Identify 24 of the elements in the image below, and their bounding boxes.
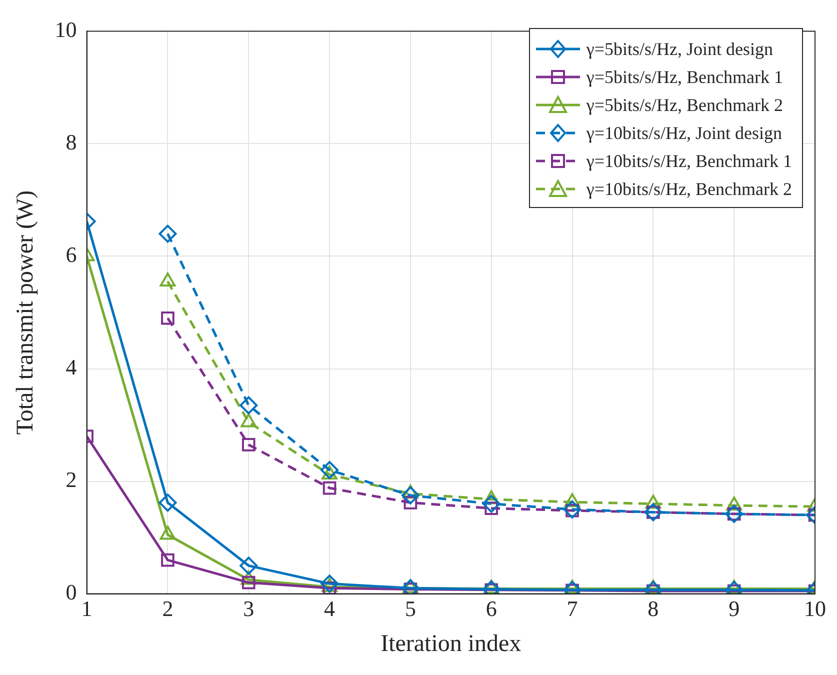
y-tick-label: 2 <box>66 467 77 492</box>
legend-label: γ=10bits/s/Hz, Benchmark 2 <box>586 178 792 201</box>
legend-label: γ=10bits/s/Hz, Joint design <box>586 122 782 145</box>
x-tick-label: 5 <box>404 596 416 621</box>
x-axis-title: Iteration index <box>380 630 522 657</box>
y-tick-label: 6 <box>66 242 77 268</box>
y-tick-label: 10 <box>54 16 77 42</box>
legend-label: γ=5bits/s/Hz, Benchmark 1 <box>586 66 783 89</box>
x-tick-label: 2 <box>162 596 174 621</box>
x-tick-label: 9 <box>728 596 740 621</box>
x-tick-label: 4 <box>324 596 336 621</box>
x-tick-label: 7 <box>566 596 578 621</box>
y-tick-label: 0 <box>66 580 77 605</box>
x-tick-label: 8 <box>648 596 659 621</box>
y-tick-label: 8 <box>66 130 77 154</box>
x-tick-label: 6 <box>486 596 497 621</box>
x-tick-label: 3 <box>243 596 254 621</box>
x-tick-label: 10 <box>804 596 826 621</box>
x-tick-label: 1 <box>81 596 92 621</box>
legend-label: γ=5bits/s/Hz, Joint design <box>586 38 774 61</box>
legend-label: γ=5bits/s/Hz, Benchmark 2 <box>586 94 783 117</box>
y-axis-title: Total transmit power (W) <box>12 190 39 435</box>
legend-label: γ=10bits/s/Hz, Benchmark 1 <box>586 150 792 173</box>
y-tick-label: 4 <box>66 354 77 380</box>
